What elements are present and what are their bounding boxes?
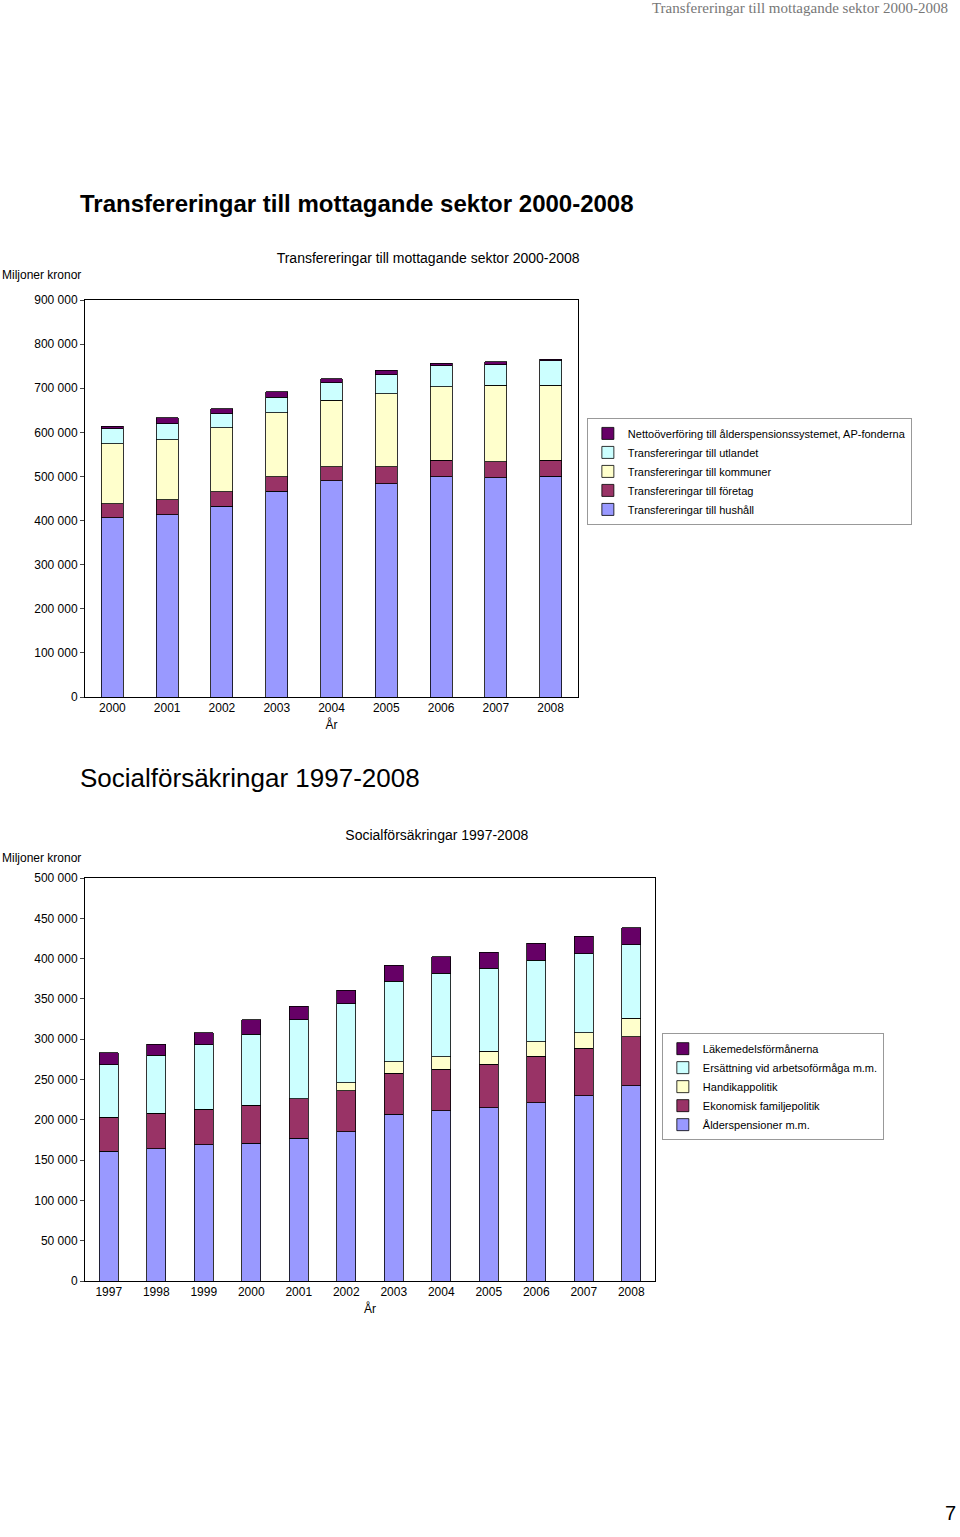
svg-text:2001: 2001 xyxy=(154,701,181,715)
svg-text:300 000: 300 000 xyxy=(34,558,78,572)
svg-text:2002: 2002 xyxy=(333,1285,360,1299)
html-text:Transfereringar till mottagand: Transfereringar till mottagande sektor 2… xyxy=(80,190,634,217)
svg-text:Läkemedelsförmånerna: Läkemedelsförmånerna xyxy=(703,1043,819,1055)
svg-text:Transfereringar till mottagand: Transfereringar till mottagande sektor 2… xyxy=(277,250,580,266)
svg-text:Ålderspensioner m.m.: Ålderspensioner m.m. xyxy=(703,1119,810,1131)
svg-text:500 000: 500 000 xyxy=(34,871,78,885)
svg-text:Miljoner kronor: Miljoner kronor xyxy=(2,851,81,865)
svg-text:200 000: 200 000 xyxy=(34,1113,78,1127)
svg-text:900 000: 900 000 xyxy=(34,293,78,307)
svg-text:Ekonomisk familjepolitik: Ekonomisk familjepolitik xyxy=(703,1100,820,1112)
svg-text:200 000: 200 000 xyxy=(34,602,78,616)
svg-text:Miljoner kronor: Miljoner kronor xyxy=(2,268,81,282)
svg-text:2008: 2008 xyxy=(537,701,564,715)
svg-text:Nettoöverföring till ålderspen: Nettoöverföring till ålderspensionssyste… xyxy=(628,428,906,440)
svg-text:2001: 2001 xyxy=(285,1285,312,1299)
svg-text:250 000: 250 000 xyxy=(34,1073,78,1087)
svg-text:Transfereringar till hushåll: Transfereringar till hushåll xyxy=(628,504,754,516)
svg-text:800 000: 800 000 xyxy=(34,337,78,351)
svg-text:400 000: 400 000 xyxy=(34,952,78,966)
svg-text:2007: 2007 xyxy=(482,701,509,715)
svg-text:1997: 1997 xyxy=(95,1285,122,1299)
svg-text:2000: 2000 xyxy=(238,1285,265,1299)
html-text:Transfereringar till mottagand: Transfereringar till mottagande sektor 2… xyxy=(652,0,948,16)
svg-text:600 000: 600 000 xyxy=(34,426,78,440)
svg-text:2004: 2004 xyxy=(318,701,345,715)
svg-text:300 000: 300 000 xyxy=(34,1032,78,1046)
svg-text:1998: 1998 xyxy=(143,1285,170,1299)
svg-text:400 000: 400 000 xyxy=(34,514,78,528)
svg-text:2002: 2002 xyxy=(209,701,236,715)
svg-text:500 000: 500 000 xyxy=(34,470,78,484)
svg-text:450 000: 450 000 xyxy=(34,912,78,926)
svg-text:2003: 2003 xyxy=(380,1285,407,1299)
svg-text:Transfereringar till företag: Transfereringar till företag xyxy=(628,485,754,497)
svg-text:100 000: 100 000 xyxy=(34,646,78,660)
svg-text:2005: 2005 xyxy=(475,1285,502,1299)
svg-text:350 000: 350 000 xyxy=(34,992,78,1006)
svg-text:2008: 2008 xyxy=(618,1285,645,1299)
svg-text:2004: 2004 xyxy=(428,1285,455,1299)
svg-text:Transfereringar till kommuner: Transfereringar till kommuner xyxy=(628,466,772,478)
svg-text:Ersättning vid arbetsoförmåga: Ersättning vid arbetsoförmåga m.m. xyxy=(703,1062,877,1074)
svg-text:2003: 2003 xyxy=(263,701,290,715)
svg-text:2006: 2006 xyxy=(428,701,455,715)
svg-text:2007: 2007 xyxy=(570,1285,597,1299)
svg-text:1999: 1999 xyxy=(190,1285,217,1299)
svg-text:2005: 2005 xyxy=(373,701,400,715)
svg-text:100 000: 100 000 xyxy=(34,1194,78,1208)
svg-text:2000: 2000 xyxy=(99,701,126,715)
svg-text:50 000: 50 000 xyxy=(41,1234,78,1248)
html-text:Socialförsäkringar 1997-2008: Socialförsäkringar 1997-2008 xyxy=(80,763,420,793)
html-text:7: 7 xyxy=(944,1502,956,1524)
svg-text:Transfereringar till utlandet: Transfereringar till utlandet xyxy=(628,447,758,459)
svg-text:År: År xyxy=(326,717,338,732)
svg-text:0: 0 xyxy=(71,1274,78,1288)
svg-text:2006: 2006 xyxy=(523,1285,550,1299)
svg-text:Socialförsäkringar 1997-2008: Socialförsäkringar 1997-2008 xyxy=(345,827,528,843)
svg-text:Handikappolitik: Handikappolitik xyxy=(703,1081,778,1093)
svg-text:150 000: 150 000 xyxy=(34,1153,78,1167)
svg-text:År: År xyxy=(364,1301,376,1316)
svg-text:0: 0 xyxy=(71,690,78,704)
svg-text:700 000: 700 000 xyxy=(34,381,78,395)
